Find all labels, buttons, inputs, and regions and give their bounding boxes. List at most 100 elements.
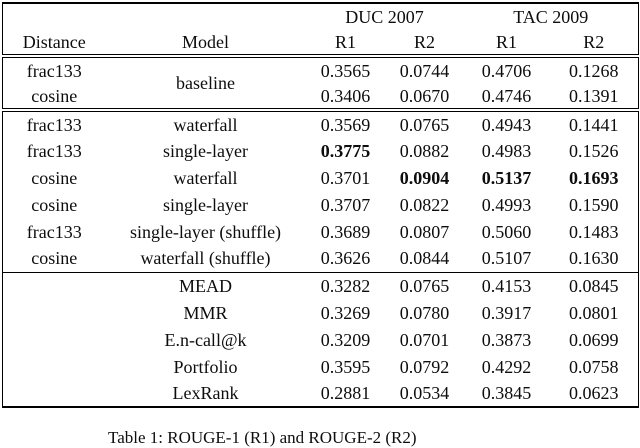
cell-r1-duc: 0.3775	[320, 140, 371, 161]
cell-r1-tac: 0.4993	[481, 194, 532, 215]
cell-r2-tac: 0.0623	[569, 383, 619, 403]
cell-r2-tac: 0.0758	[569, 356, 619, 377]
cell-model: waterfall	[105, 108, 306, 137]
cell-distance: frac133	[2, 108, 106, 137]
table-row: cosine waterfall 0.3701 0.0904 0.5137 0.…	[3, 164, 639, 191]
cell-r2-duc: 0.0765	[385, 271, 464, 299]
col-header-r1-tac: R1	[496, 31, 518, 52]
cell-distance: frac133	[2, 54, 106, 83]
cell-r2-tac: 0.1526	[569, 140, 619, 161]
table-row: frac133 single-layer 0.3775 0.0882 0.498…	[3, 137, 639, 164]
table-row: frac133 waterfall 0.3569 0.0765 0.4943 0…	[2, 108, 639, 137]
cell-r1-tac: 0.4746	[481, 85, 532, 106]
cell-r2-tac: 0.1268	[549, 54, 639, 83]
group-header-spacer	[3, 3, 106, 29]
col-header-distance: Distance	[22, 31, 86, 52]
cell-distance: frac133	[26, 221, 82, 242]
cell-r1-tac: 0.5137	[481, 167, 532, 188]
cell-model: waterfall (shuffle)	[140, 248, 271, 269]
cell-distance: cosine	[31, 167, 78, 188]
results-table: DUC 2007 TAC 2009 Distance Model R1 R2 R…	[2, 2, 640, 408]
cell-distance: cosine	[31, 85, 78, 106]
cell-distance	[3, 353, 106, 380]
cell-model: baseline	[105, 54, 306, 110]
table-row: cosine single-layer 0.3707 0.0822 0.4993…	[3, 191, 639, 218]
cell-r2-tac: 0.0845	[549, 271, 639, 299]
col-header-r2-tac: R2	[583, 31, 605, 52]
table-row: Portfolio 0.3595 0.0792 0.4292 0.0758	[3, 353, 639, 380]
cell-r1-duc: 0.3707	[320, 194, 371, 215]
cell-r1-duc: 0.3626	[320, 248, 371, 269]
cell-r1-duc: 0.3209	[320, 329, 371, 350]
cell-r1-duc: 0.3689	[320, 221, 371, 242]
cell-distance	[3, 380, 106, 407]
cell-r2-duc: 0.0844	[399, 248, 450, 269]
cell-r1-duc: 0.2881	[320, 383, 371, 403]
cell-r1-tac: 0.4706	[463, 54, 550, 83]
cell-r2-tac: 0.0699	[569, 329, 619, 350]
table-row: LexRank 0.2881 0.0534 0.3845 0.0623	[3, 380, 639, 407]
cell-r1-duc: 0.3701	[320, 167, 371, 188]
cell-distance	[3, 326, 106, 353]
cell-r2-duc: 0.0822	[399, 194, 450, 215]
cell-r1-duc: 0.3569	[305, 108, 386, 137]
table-row: MEAD 0.3282 0.0765 0.4153 0.0845	[2, 271, 639, 299]
cell-r1-duc: 0.3406	[320, 85, 371, 106]
cell-r1-tac: 0.3873	[481, 329, 532, 350]
cell-model: Portfolio	[173, 356, 238, 377]
table-row: cosine 0.3406 0.0670 0.4746 0.1391	[3, 83, 639, 110]
table-row: frac133 baseline 0.3565 0.0744 0.4706 0.…	[2, 54, 639, 110]
cell-distance	[2, 271, 106, 299]
col-header-r2-duc: R2	[414, 31, 436, 52]
cell-model: LexRank	[172, 383, 239, 403]
cell-r1-duc: 0.3565	[305, 54, 386, 83]
cell-r2-duc: 0.0765	[385, 108, 464, 137]
col-header-model: Model	[182, 31, 229, 52]
group-header-tac2009: TAC 2009	[513, 6, 589, 27]
cell-distance: cosine	[31, 248, 78, 269]
cell-r2-duc: 0.0882	[399, 140, 450, 161]
cell-r1-tac: 0.4943	[463, 108, 550, 137]
table-row: cosine waterfall (shuffle) 0.3626 0.0844…	[3, 245, 639, 272]
cell-r2-tac: 0.0801	[569, 302, 619, 323]
cell-model: waterfall	[173, 167, 238, 188]
cell-r2-tac: 0.1693	[569, 167, 619, 188]
group-header-row: DUC 2007 TAC 2009	[3, 3, 639, 29]
cell-r1-tac: 0.5107	[481, 248, 532, 269]
cell-r1-tac: 0.4292	[481, 356, 532, 377]
cell-r1-duc: 0.3269	[320, 302, 371, 323]
cell-r1-tac: 0.3845	[481, 383, 532, 403]
cell-r2-tac: 0.1483	[569, 221, 619, 242]
cell-model: E.n-call@k	[164, 329, 247, 350]
cell-model: single-layer (shuffle)	[129, 221, 282, 242]
cell-model: MMR	[183, 302, 228, 323]
cell-r1-tac: 0.4153	[463, 271, 550, 299]
cell-r2-tac: 0.1441	[549, 108, 639, 137]
cell-r2-tac: 0.1590	[569, 194, 619, 215]
cell-r1-duc: 0.3595	[320, 356, 371, 377]
table-row: MMR 0.3269 0.0780 0.3917 0.0801	[3, 299, 639, 326]
cell-r1-tac: 0.4983	[481, 140, 532, 161]
cell-r2-duc: 0.0792	[399, 356, 450, 377]
cell-distance: frac133	[26, 140, 82, 161]
cell-r2-duc: 0.0701	[399, 329, 450, 350]
cell-model: single-layer	[163, 140, 248, 161]
cell-r2-duc: 0.0670	[399, 85, 450, 106]
cell-r2-tac: 0.1630	[569, 248, 619, 269]
cell-distance: cosine	[31, 194, 78, 215]
table-row: frac133 single-layer (shuffle) 0.3689 0.…	[3, 218, 639, 245]
cell-r2-duc: 0.0534	[399, 383, 450, 403]
table-row: E.n-call@k 0.3209 0.0701 0.3873 0.0699	[3, 326, 639, 353]
col-header-r1-duc: R1	[334, 31, 356, 52]
cell-r2-duc: 0.0807	[399, 221, 450, 242]
group-header-spacer	[106, 3, 306, 29]
cell-r2-duc: 0.0780	[399, 302, 450, 323]
cell-r1-tac: 0.5060	[481, 221, 532, 242]
cell-r1-tac: 0.3917	[481, 302, 532, 323]
cell-model: MEAD	[105, 271, 306, 299]
table-caption: Table 1: ROUGE-1 (R1) and ROUGE-2 (R2)	[108, 428, 417, 447]
cell-model: single-layer	[163, 194, 248, 215]
cell-distance	[3, 299, 106, 326]
cell-r1-duc: 0.3282	[305, 271, 386, 299]
cell-r2-duc: 0.0744	[385, 54, 464, 83]
